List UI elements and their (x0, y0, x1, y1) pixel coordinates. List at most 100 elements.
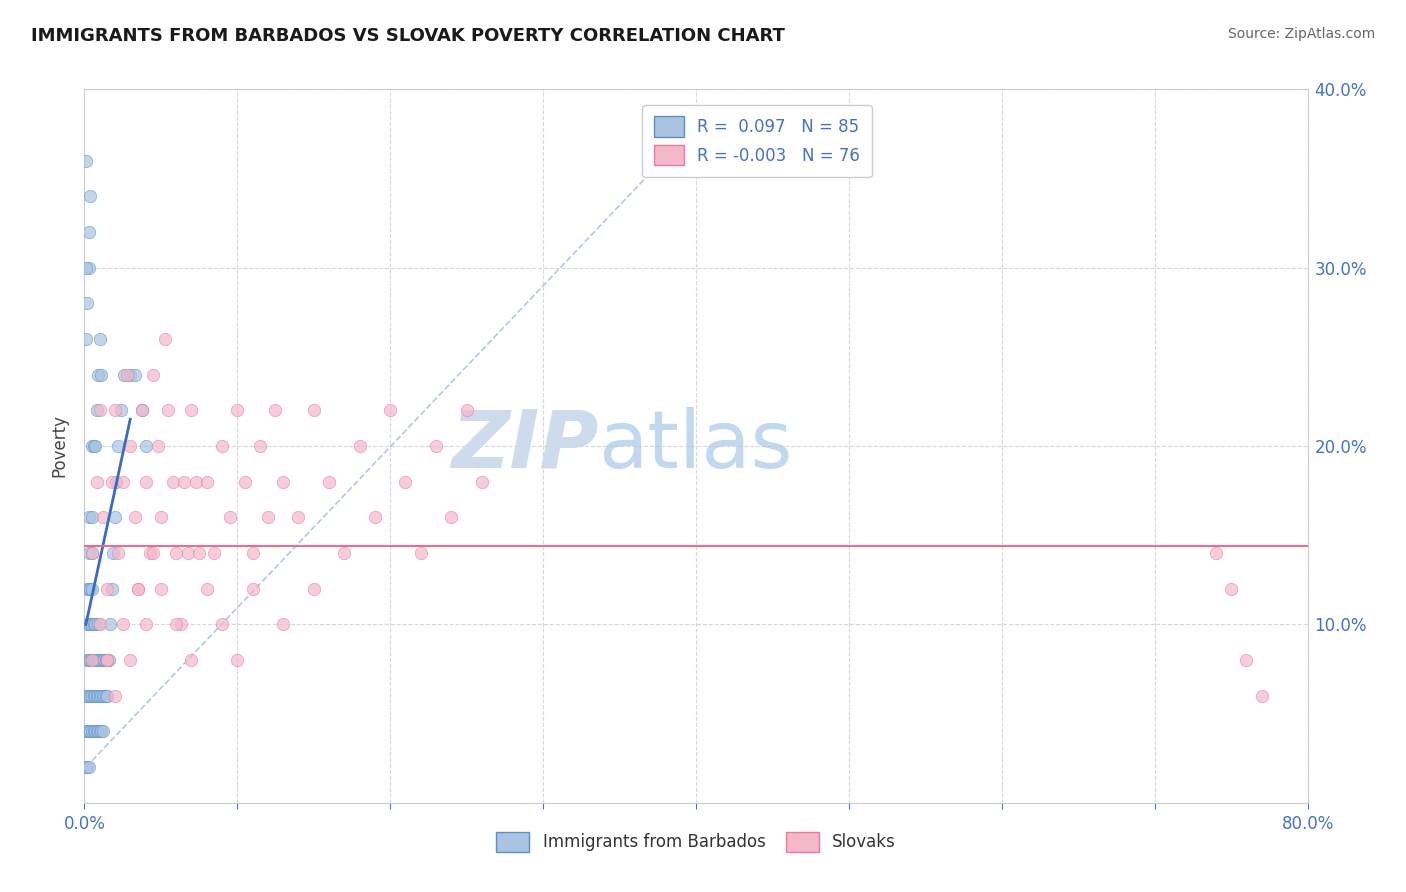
Point (1205, 546, 1227, 560)
Point (80, 510, 103, 524)
Point (83, 439, 105, 453)
Point (101, 582, 124, 596)
Point (271, 617, 294, 632)
Point (87, 653, 110, 667)
Point (124, 368, 146, 382)
Point (226, 403, 249, 417)
Point (87, 617, 110, 632)
Point (425, 439, 447, 453)
Point (76, 582, 98, 596)
Point (75, 260, 97, 275)
Point (96, 689, 118, 703)
Point (165, 617, 187, 632)
Point (115, 368, 138, 382)
Point (101, 475, 124, 489)
Point (76, 724, 98, 739)
Point (80, 546, 103, 560)
Point (77, 546, 100, 560)
Legend: Immigrants from Barbados, Slovaks: Immigrants from Barbados, Slovaks (489, 825, 903, 859)
Point (188, 546, 211, 560)
Point (89, 653, 111, 667)
Point (349, 439, 371, 453)
Point (80, 582, 103, 596)
Point (111, 617, 134, 632)
Point (86, 653, 108, 667)
Point (440, 510, 463, 524)
Point (96, 582, 118, 596)
Point (1250, 689, 1272, 703)
Point (1236, 653, 1258, 667)
Point (287, 510, 309, 524)
Point (80, 617, 103, 632)
Point (83, 724, 105, 739)
Point (333, 546, 356, 560)
Point (89, 403, 111, 417)
Point (83, 689, 105, 703)
Point (96, 653, 118, 667)
Point (77, 724, 100, 739)
Point (257, 510, 280, 524)
Point (131, 403, 153, 417)
Point (111, 475, 134, 489)
Point (149, 510, 172, 524)
Point (226, 653, 249, 667)
Point (75, 760, 97, 774)
Point (86, 724, 108, 739)
Point (76, 760, 98, 774)
Point (211, 617, 233, 632)
Point (142, 546, 165, 560)
Point (124, 510, 146, 524)
Point (184, 475, 207, 489)
Point (104, 689, 127, 703)
Point (157, 403, 180, 417)
Text: ZIP: ZIP (451, 407, 598, 485)
Point (104, 403, 127, 417)
Point (90, 724, 112, 739)
Point (77, 260, 100, 275)
Point (80, 689, 103, 703)
Point (394, 475, 416, 489)
Point (135, 439, 157, 453)
Point (89, 689, 111, 703)
Point (79, 653, 101, 667)
Point (76, 617, 98, 632)
Point (87, 724, 110, 739)
Point (86, 689, 108, 703)
Point (75, 724, 97, 739)
Point (103, 546, 125, 560)
Y-axis label: Poverty: Poverty (51, 415, 69, 477)
Text: IMMIGRANTS FROM BARBADOS VS SLOVAK POVERTY CORRELATION CHART: IMMIGRANTS FROM BARBADOS VS SLOVAK POVER… (31, 27, 785, 45)
Point (77, 653, 100, 667)
Point (93, 653, 115, 667)
Point (79, 617, 101, 632)
Point (75, 689, 97, 703)
Point (94, 689, 117, 703)
Point (302, 403, 325, 417)
Point (131, 403, 153, 417)
Point (83, 617, 105, 632)
Point (94, 653, 117, 667)
Point (155, 332, 177, 346)
Point (173, 475, 195, 489)
Point (76, 653, 98, 667)
Point (242, 582, 264, 596)
Point (96, 653, 118, 667)
Point (83, 653, 105, 667)
Point (142, 368, 165, 382)
Point (76, 296, 98, 310)
Point (380, 403, 402, 417)
Point (120, 653, 142, 667)
Point (84, 724, 107, 739)
Point (1220, 582, 1243, 596)
Point (86, 475, 108, 489)
Point (75, 153, 97, 168)
Point (86, 403, 108, 417)
Point (233, 475, 256, 489)
Point (409, 546, 432, 560)
Point (127, 582, 149, 596)
Point (149, 582, 172, 596)
Point (77, 225, 100, 239)
Point (80, 439, 103, 453)
Point (91, 510, 114, 524)
Point (170, 617, 193, 632)
